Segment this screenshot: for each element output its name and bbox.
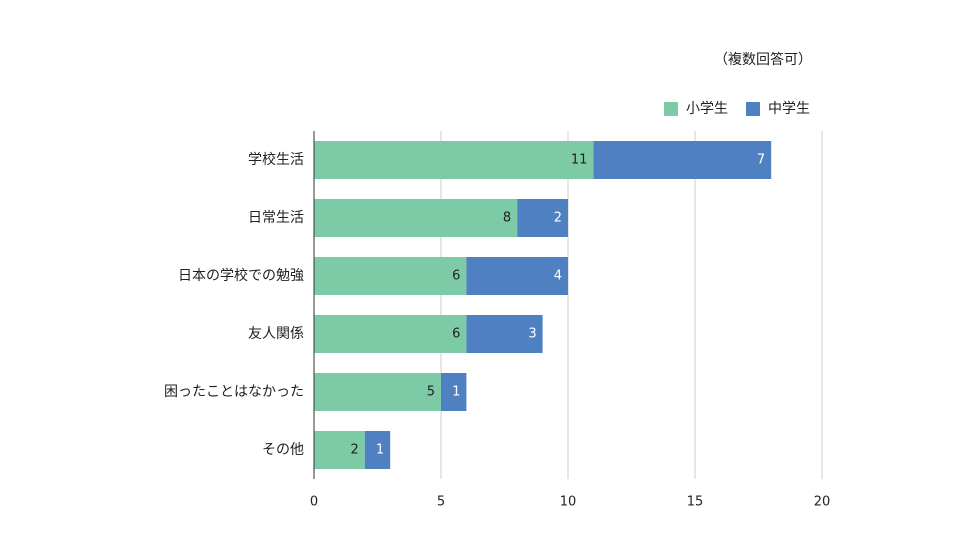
x-tick-label: 0 bbox=[310, 495, 318, 510]
y-tick-label: その他 bbox=[262, 442, 304, 458]
bar-segment bbox=[314, 257, 467, 295]
bar-segment bbox=[441, 373, 467, 411]
legend-swatch bbox=[664, 102, 678, 116]
x-tick-label: 15 bbox=[687, 495, 704, 510]
x-tick-label: 10 bbox=[560, 495, 577, 510]
y-tick-label: 日常生活 bbox=[248, 210, 304, 226]
bar-segment bbox=[314, 141, 594, 179]
y-tick-label: 困ったことはなかった bbox=[164, 384, 304, 400]
legend-swatch bbox=[746, 102, 760, 116]
bar-segment bbox=[466, 257, 568, 295]
bar-segment bbox=[314, 315, 467, 353]
data-label: 11 bbox=[571, 153, 588, 168]
x-tick-label: 5 bbox=[437, 495, 445, 510]
data-label: 8 bbox=[503, 211, 511, 226]
bar-segment bbox=[593, 141, 772, 179]
y-tick-label: 友人関係 bbox=[248, 326, 304, 342]
data-label: 7 bbox=[757, 153, 765, 168]
data-label: 6 bbox=[452, 269, 460, 284]
data-label: 1 bbox=[452, 385, 460, 400]
y-tick-label: 学校生活 bbox=[248, 151, 304, 168]
legend-label: 小学生 bbox=[686, 101, 728, 117]
y-tick-label: 日本の学校での勉強 bbox=[178, 267, 304, 284]
data-label: 3 bbox=[528, 327, 536, 342]
data-label: 1 bbox=[376, 443, 384, 458]
data-label: 4 bbox=[554, 269, 562, 284]
bar-segment bbox=[364, 431, 391, 469]
annotation: （複数回答可） bbox=[714, 51, 812, 68]
data-label: 2 bbox=[351, 443, 359, 458]
data-label: 5 bbox=[427, 385, 435, 400]
bar-segment bbox=[517, 199, 568, 237]
bar-segment bbox=[314, 431, 365, 469]
bar-segment bbox=[314, 199, 518, 237]
x-tick-label: 20 bbox=[814, 495, 831, 510]
bar-segment bbox=[466, 315, 543, 353]
data-label: 6 bbox=[452, 327, 460, 342]
data-label: 2 bbox=[554, 211, 562, 226]
legend-label: 中学生 bbox=[768, 101, 810, 117]
bar-segment bbox=[314, 373, 441, 411]
